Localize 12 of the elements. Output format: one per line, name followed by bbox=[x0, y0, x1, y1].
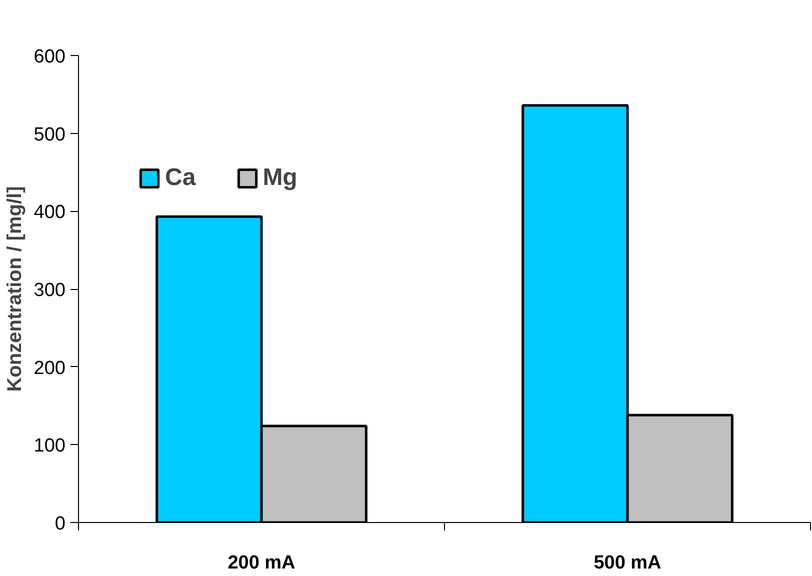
y-tick-label: 600 bbox=[34, 46, 66, 68]
x-tick-label: 500 mA bbox=[594, 552, 662, 574]
y-axis-title: Konzentration / [mg/l] bbox=[4, 186, 26, 392]
y-tick-label: 200 bbox=[34, 358, 66, 379]
legend-label: Mg bbox=[262, 164, 298, 192]
y-tick-label: 500 bbox=[34, 124, 66, 146]
legend-label: Ca bbox=[165, 164, 196, 192]
y-tick-label: 0 bbox=[54, 514, 66, 534]
y-tick-label: 100 bbox=[34, 436, 66, 457]
y-tick-label: 400 bbox=[34, 202, 66, 224]
y-tick-label: 300 bbox=[34, 280, 66, 301]
x-tick-label: 200 mA bbox=[228, 552, 296, 574]
